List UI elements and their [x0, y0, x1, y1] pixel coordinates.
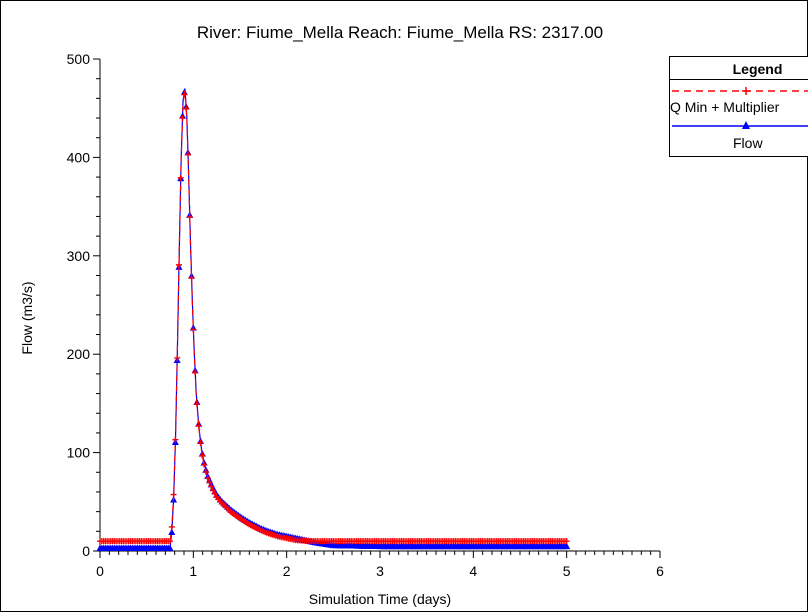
x-tick-label: 3: [376, 563, 384, 579]
q-min-point: [202, 468, 209, 475]
legend-label-flow: Flow: [733, 135, 763, 151]
chart-title: River: Fiume_Mella Reach: Fiume_Mella RS…: [197, 23, 603, 42]
q-min-point: [211, 490, 218, 497]
q-min-point: [174, 354, 181, 361]
y-tick-label: 100: [67, 445, 91, 461]
q-min-point: [190, 326, 197, 333]
x-axis-label: Simulation Time (days): [309, 591, 451, 607]
legend-title: Legend: [670, 57, 808, 80]
x-tick-label: 0: [96, 563, 104, 579]
flow-point: [166, 544, 174, 552]
q-min-point: [184, 151, 191, 158]
y-tick-label: 200: [67, 346, 91, 362]
flow-point: [168, 528, 176, 535]
series-layer: [96, 88, 571, 552]
x-tick-label: 5: [563, 563, 571, 579]
q-min-point: [168, 523, 175, 530]
x-tick-label: 2: [283, 563, 291, 579]
y-tick-label: 500: [67, 51, 91, 67]
q-min-point: [201, 461, 208, 468]
legend: Legend Q Min + Multiplier Flow: [669, 56, 808, 157]
q-min-point: [170, 491, 177, 498]
q-min-point: [197, 439, 204, 446]
q-min-point: [199, 452, 206, 459]
q-min-point: [195, 422, 202, 429]
q-min-point: [175, 261, 182, 268]
y-axis-label: Flow (m3/s): [19, 281, 35, 354]
y-tick-label: 300: [67, 248, 91, 264]
q-min-point: [167, 538, 173, 545]
q-min-point: [193, 400, 200, 407]
y-tick-label: 0: [82, 543, 90, 559]
q-min-point: [192, 369, 199, 376]
q-min-point: [188, 274, 195, 281]
q-min-point: [172, 436, 179, 443]
q-min-point: [204, 475, 211, 482]
legend-symbol-q-min: [672, 87, 808, 95]
q-min-point: [181, 91, 188, 98]
flow-point: [563, 542, 571, 550]
q-min-point: [206, 479, 213, 486]
q-min-point: [177, 174, 184, 181]
q-min-point: [183, 105, 190, 112]
x-tick-label: 1: [189, 563, 197, 579]
axes: 0 1 2 3 4 5 6 0 100 200 300 400 500: [67, 51, 664, 579]
q-min-point: [210, 487, 217, 494]
series-line: [100, 90, 567, 542]
legend-symbol-flow: [672, 121, 808, 129]
q-min-point: [208, 483, 215, 490]
x-tick-label: 4: [469, 563, 477, 579]
series-line: [100, 88, 567, 549]
x-tick-label: 6: [656, 563, 664, 579]
legend-label-q-min: Q Min + Multiplier: [670, 99, 780, 115]
q-min-point: [186, 213, 193, 220]
q-min-point: [179, 114, 186, 121]
y-tick-label: 400: [67, 149, 91, 165]
q-min-point: [563, 538, 570, 545]
